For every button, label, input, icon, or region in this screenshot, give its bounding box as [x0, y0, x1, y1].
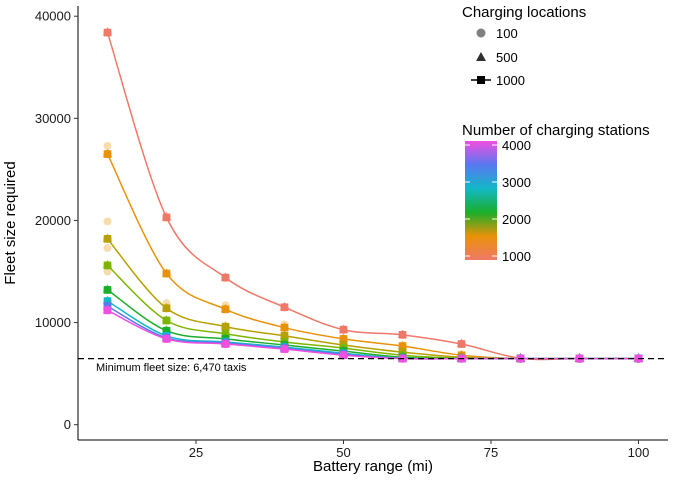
colorbar — [465, 141, 497, 260]
point-square — [162, 335, 171, 343]
legend-charging-locations-title: Charging locations — [462, 4, 586, 21]
series-line — [106, 32, 639, 361]
point-square — [162, 269, 171, 278]
x-tick-label: 25 — [189, 445, 203, 460]
colorbar-tick-label: 3000 — [502, 175, 531, 190]
series-2500 — [102, 284, 644, 363]
series-3000 — [102, 295, 644, 363]
point-square — [162, 316, 171, 325]
minimum-fleet-label: Minimum fleet size: 6,470 taxis — [96, 362, 247, 374]
point-square — [103, 261, 112, 270]
y-axis-title: Fleet size required — [2, 161, 19, 284]
series-2000 — [102, 233, 644, 363]
y-tick-label: 10000 — [35, 315, 71, 330]
legend-label-500: 500 — [496, 50, 518, 65]
point-square — [280, 323, 289, 332]
point-square — [398, 342, 407, 350]
series-2200 — [102, 259, 644, 363]
point-square — [280, 345, 289, 353]
series-3500 — [102, 300, 644, 363]
series-1500 — [102, 148, 644, 363]
point-square — [103, 306, 112, 315]
legend-square-marker — [477, 76, 485, 84]
point-square — [162, 304, 171, 313]
axes — [77, 6, 668, 441]
x-axis-title: Battery range (mi) — [313, 458, 433, 475]
y-tick-label: 40000 — [35, 9, 71, 24]
point-square — [339, 335, 348, 343]
x-tick-label: 50 — [336, 445, 350, 460]
x-tick-label: 75 — [484, 445, 498, 460]
legend-label-100: 100 — [496, 26, 518, 41]
point-square — [280, 303, 289, 312]
legend-charging-stations-title: Number of charging stations — [462, 122, 650, 139]
point-square — [221, 305, 230, 314]
legend-circle-marker — [476, 28, 486, 38]
colorbar-tick-label: 4000 — [502, 138, 531, 153]
series-1000 — [102, 27, 644, 363]
faint-points — [103, 141, 289, 329]
point-square — [457, 340, 466, 348]
y-tick-label: 0 — [64, 417, 71, 432]
y-tick-label: 20000 — [35, 213, 71, 228]
colorbar-tick-label: 1000 — [502, 249, 531, 264]
point-square — [280, 332, 289, 340]
point-square — [221, 273, 230, 282]
colorbar-tick-label: 2000 — [502, 212, 531, 227]
point-square — [221, 322, 230, 331]
series-line — [106, 264, 639, 360]
x-tick-label: 100 — [628, 445, 650, 460]
faint-point — [103, 217, 112, 226]
point-square — [103, 286, 112, 294]
legend-charging-locations: Charging locations 100 500 1000 — [462, 4, 586, 88]
point-square — [339, 351, 348, 360]
series-line — [107, 300, 639, 360]
y-tick-label: 30000 — [35, 111, 71, 126]
data-series — [102, 27, 644, 363]
point-square — [162, 213, 171, 222]
point-square — [103, 28, 112, 37]
legend-label-1000: 1000 — [496, 73, 525, 88]
point-square — [103, 235, 112, 243]
faint-point — [103, 244, 112, 253]
faint-point — [103, 267, 112, 276]
legend-charging-stations: Number of charging stations 1000 2000 3000… — [462, 122, 650, 264]
point-square — [398, 331, 407, 339]
point-square — [339, 325, 348, 334]
point-square — [221, 340, 230, 348]
colorbar-ticks: 1000 2000 3000 4000 — [465, 138, 531, 264]
faint-point — [103, 141, 112, 150]
legend-triangle-marker — [476, 52, 486, 61]
point-square — [103, 150, 112, 158]
